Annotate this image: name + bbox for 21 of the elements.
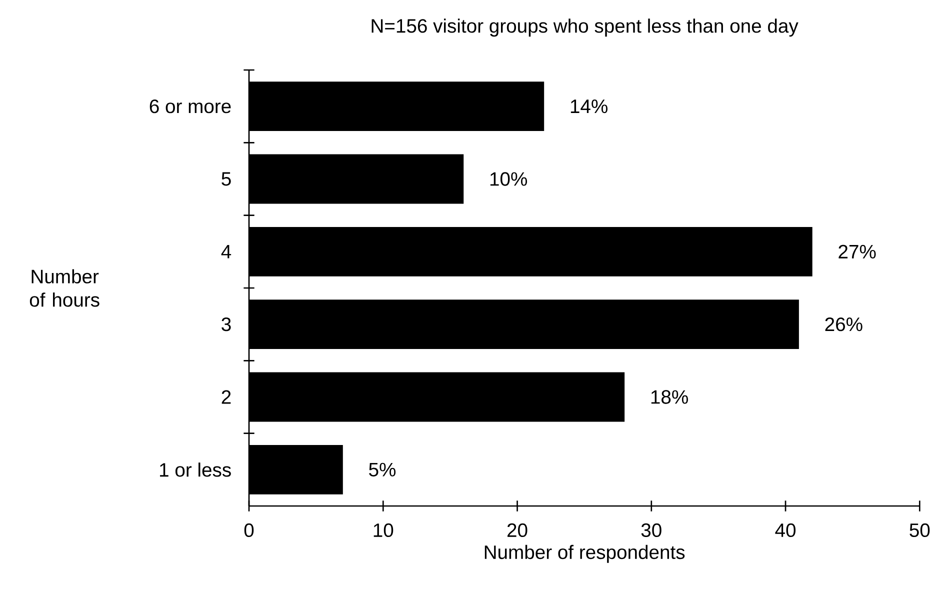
y-tick-label: 3	[222, 317, 231, 332]
x-tick-label: 0	[244, 523, 254, 538]
x-tick-label: 50	[910, 523, 930, 538]
y-tick-label: 1 or less	[160, 462, 231, 477]
x-tick-label: 40	[775, 523, 796, 538]
y-tick-label: 4	[221, 245, 232, 258]
x-axis-title: Number of respondents	[484, 544, 685, 563]
annotation: 27%	[838, 244, 876, 258]
annotation: 5%	[369, 462, 396, 476]
x-tick-label: 10	[374, 523, 394, 538]
annotation: 26%	[825, 317, 862, 332]
annotation: 10%	[490, 172, 528, 186]
x-tick-label: 20	[507, 523, 528, 538]
y-axis-title: Number of hours	[30, 269, 100, 307]
chart-title: N=156 visitor groups who spent less than one day	[372, 18, 798, 37]
annotation: 18%	[651, 390, 688, 404]
y-tick-label: 5	[222, 172, 231, 186]
annotation: 14%	[570, 100, 608, 114]
y-tick-label: 6 or more	[150, 99, 231, 114]
y-tick-label: 2	[222, 390, 231, 404]
x-tick-label: 30	[641, 523, 662, 538]
